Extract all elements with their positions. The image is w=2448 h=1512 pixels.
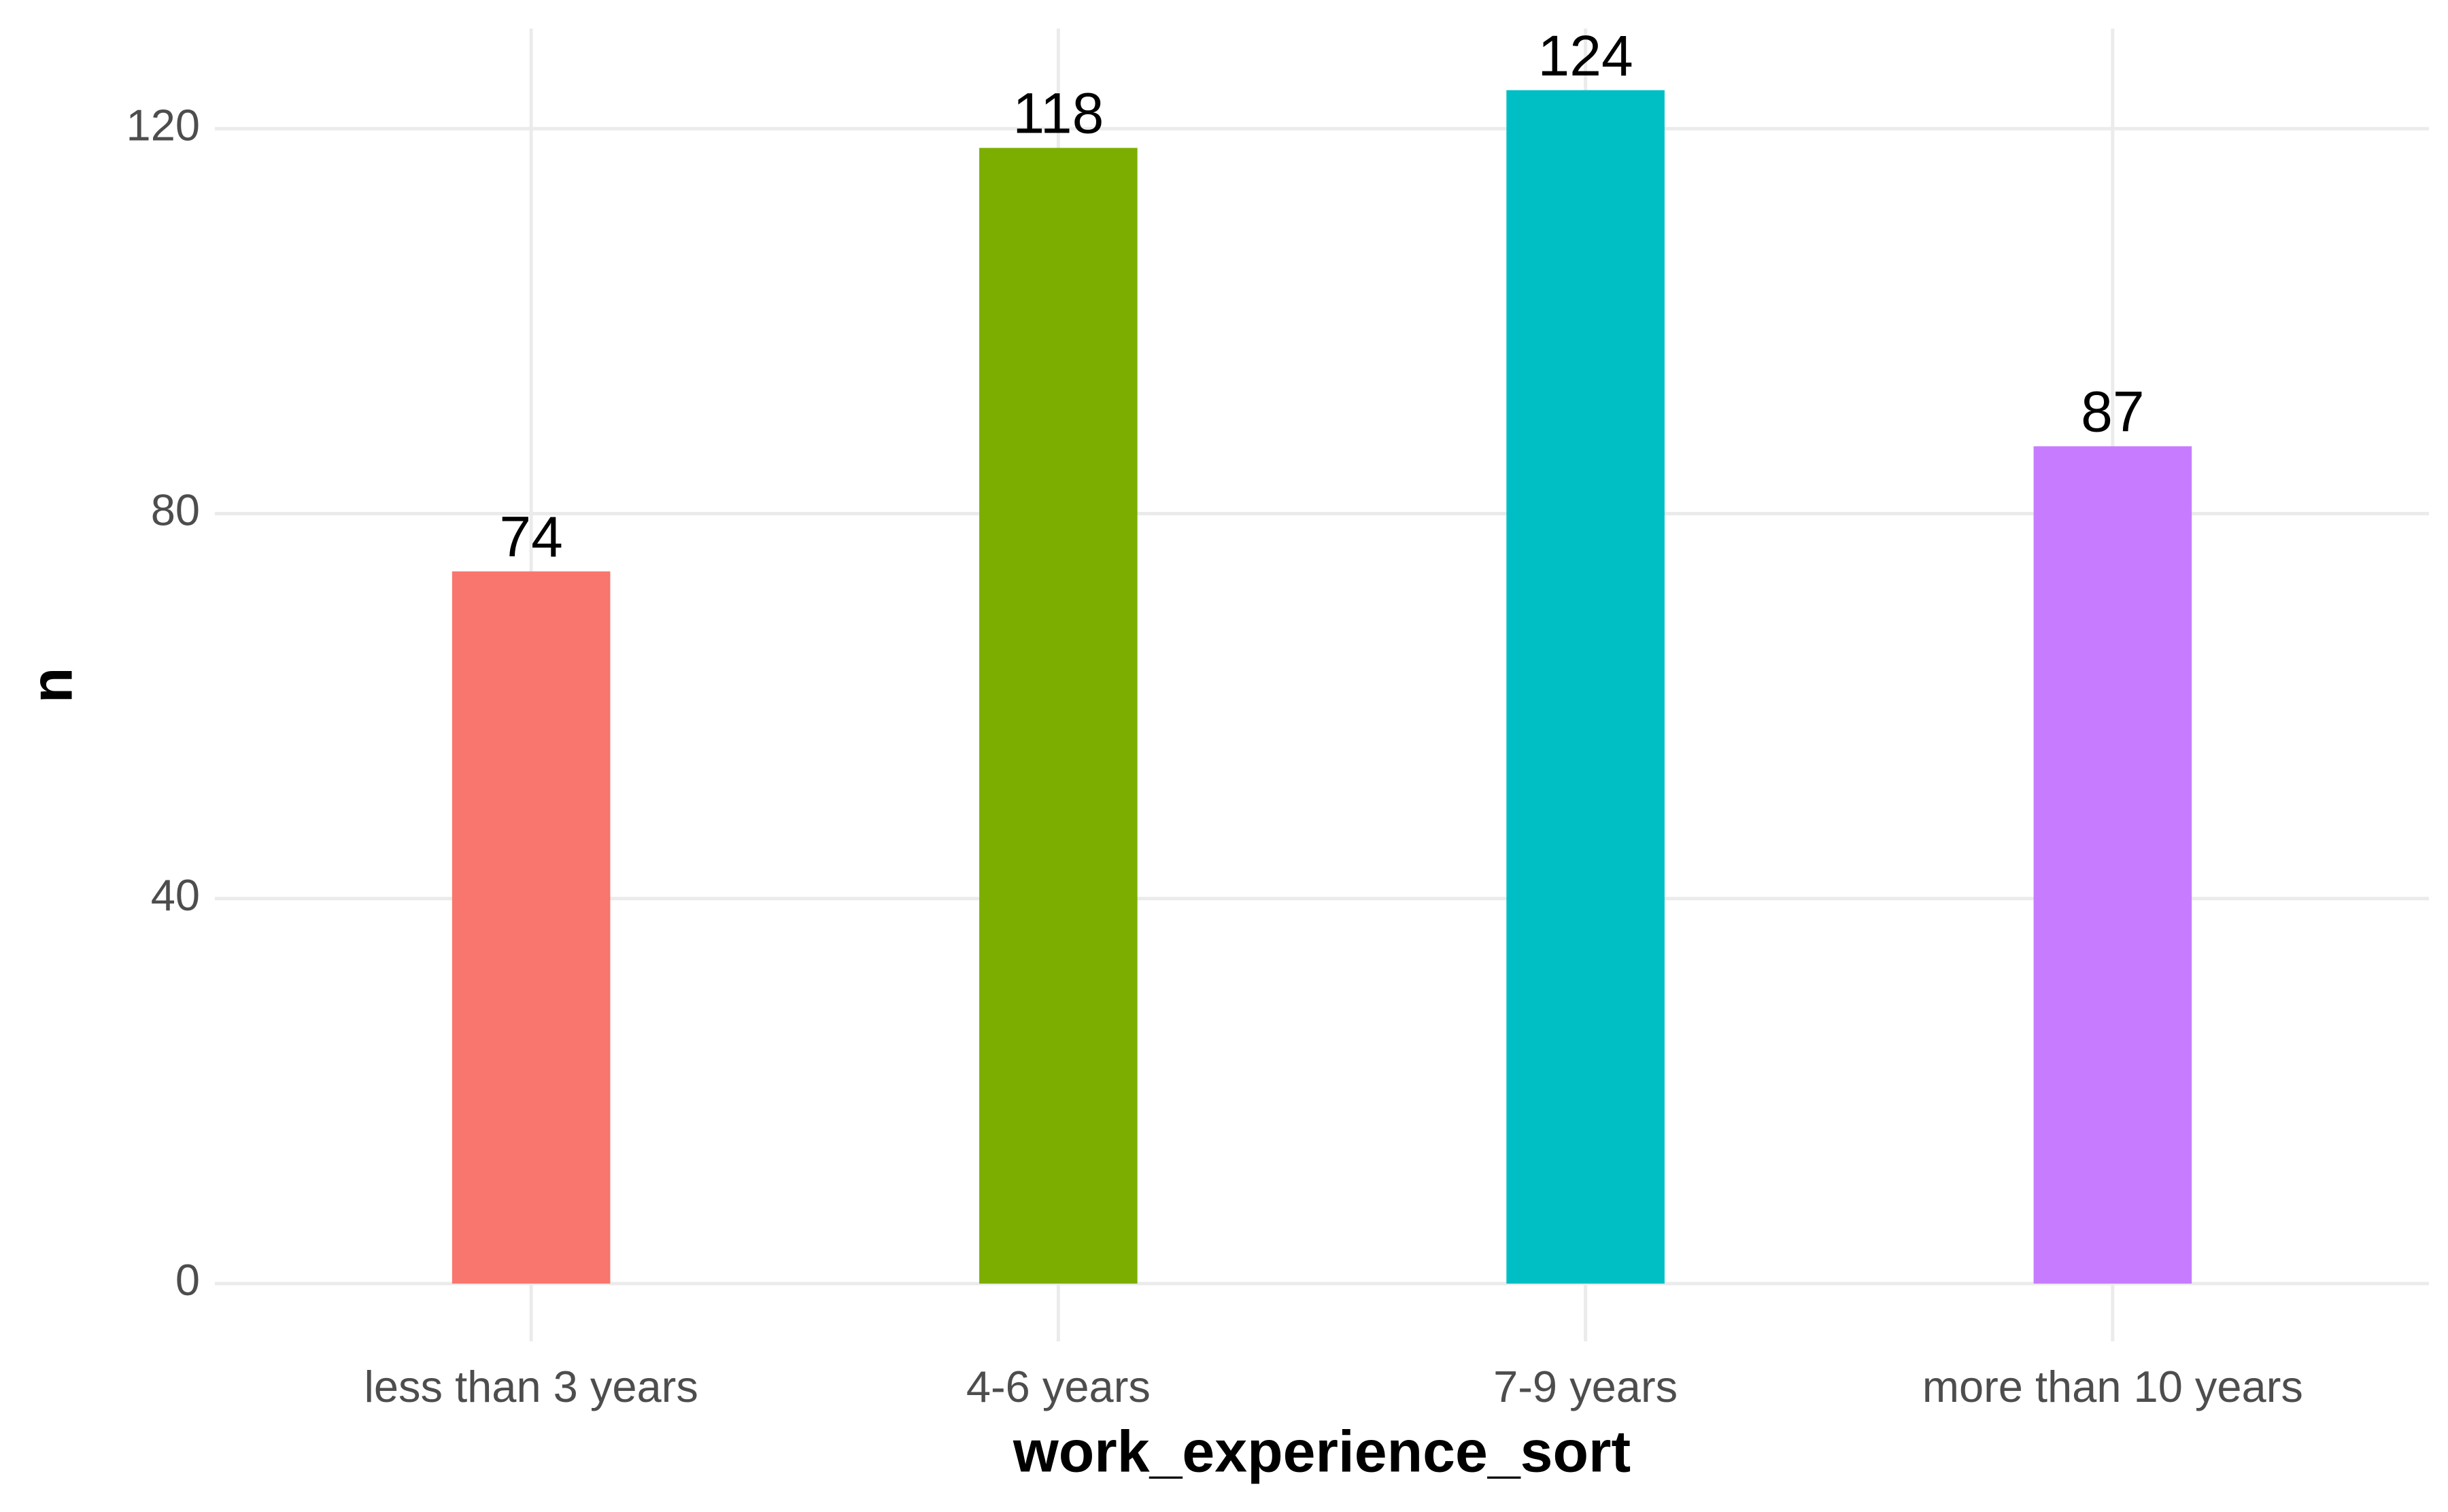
bar <box>452 571 611 1284</box>
bar <box>2033 446 2192 1284</box>
value-label: 87 <box>2081 380 2144 444</box>
y-tick-label: 120 <box>126 100 200 150</box>
x-tick-label: 4-6 years <box>966 1362 1151 1411</box>
bar <box>979 148 1138 1284</box>
y-tick-label: 0 <box>175 1255 200 1305</box>
x-tick-label: more than 10 years <box>1922 1362 2303 1411</box>
value-label: 118 <box>1013 82 1104 145</box>
y-tick-label: 80 <box>151 485 200 535</box>
x-axis-title: work_experience_sort <box>1013 1420 1631 1485</box>
y-tick-label: 40 <box>151 870 200 920</box>
y-axis-title: n <box>20 668 85 704</box>
bar <box>1506 90 1665 1284</box>
x-tick-label: less than 3 years <box>364 1362 698 1411</box>
x-tick-label: 7-9 years <box>1493 1362 1678 1411</box>
value-label: 74 <box>499 505 562 569</box>
value-label: 124 <box>1538 24 1633 88</box>
